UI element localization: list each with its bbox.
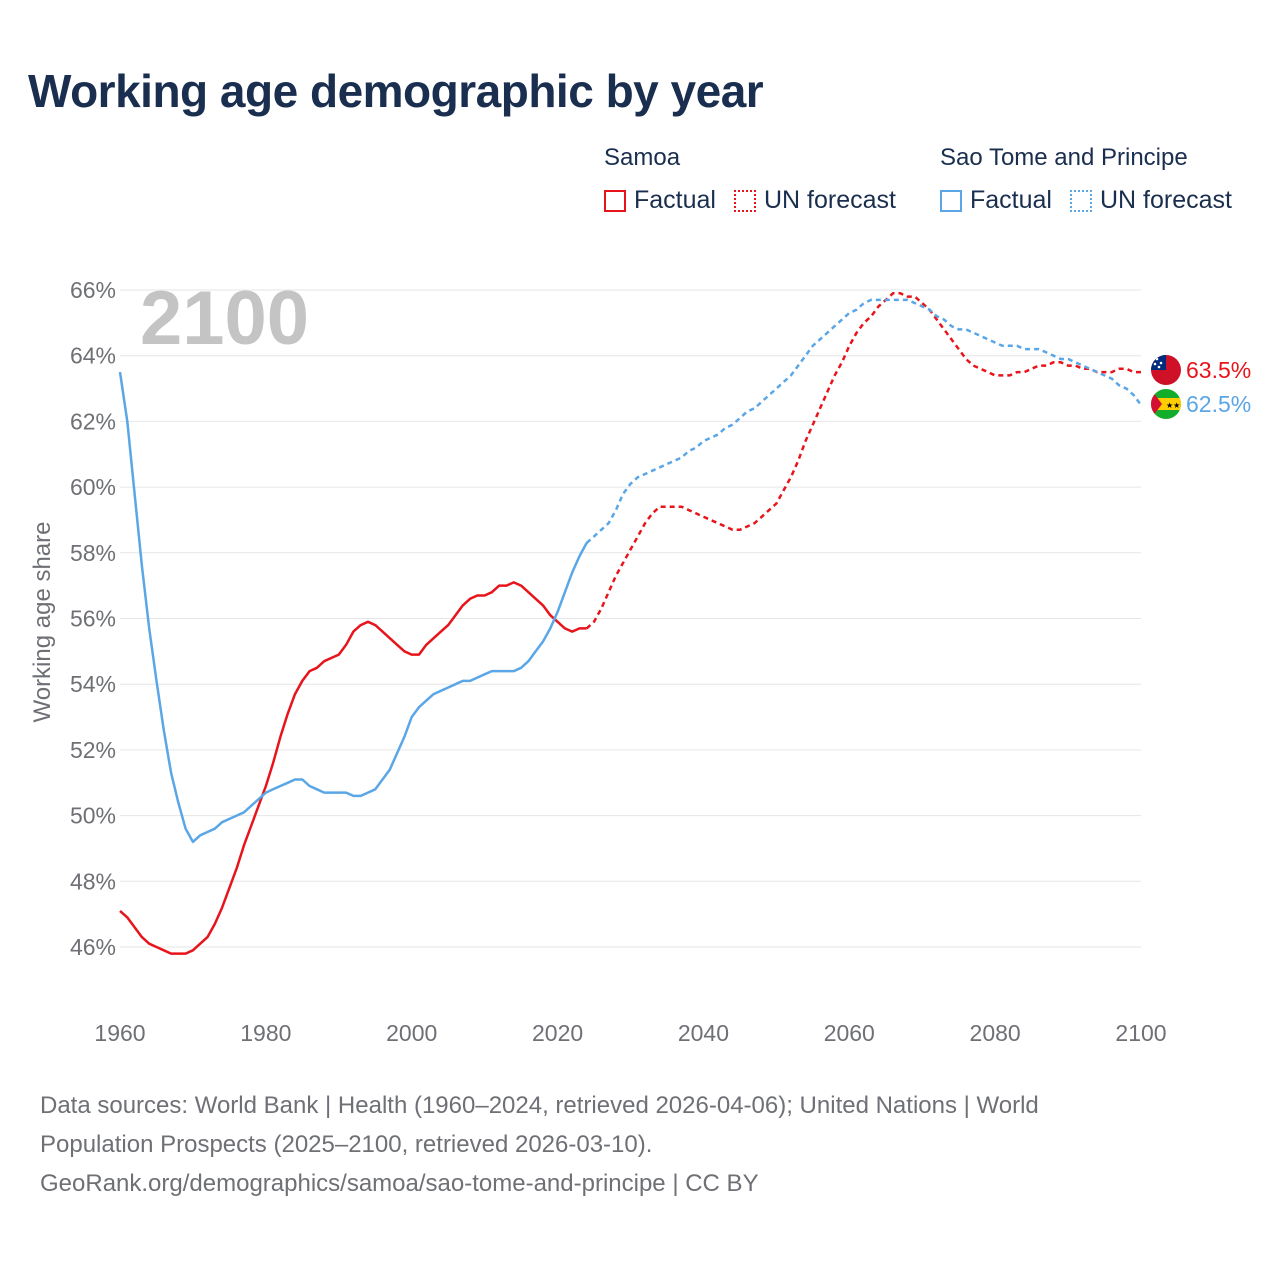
dotted-swatch-icon (733, 189, 756, 212)
x-tick-label: 2060 (824, 1020, 875, 1046)
footer-line: Population Prospects (2025–2100, retriev… (40, 1131, 653, 1158)
year-watermark: 2100 (140, 276, 309, 361)
series-line-forecast-0 (585, 292, 1141, 630)
legend-label: UN forecast (763, 186, 896, 214)
y-tick-label: 62% (70, 408, 116, 434)
x-tick-label: 2100 (1115, 1020, 1166, 1046)
y-tick-label: 64% (70, 343, 116, 369)
y-axis: 46% 48% 50% 52% 54% 56% 58% 60% 62% 64% 66% (70, 277, 116, 960)
legend-samoa-factual[interactable]: Factual (604, 186, 716, 215)
y-tick-label: 52% (70, 737, 116, 763)
solid-swatch-icon (940, 189, 962, 212)
legend-sao-tome: Sao Tome and Principe Factual UN forecas… (940, 144, 1232, 215)
chart-title: Working age demographic by year (28, 65, 764, 117)
legend-group-name: Samoa (604, 144, 681, 171)
y-tick-label: 46% (70, 934, 116, 960)
series-line-factual-0 (119, 581, 587, 955)
samoa-flag-icon (1151, 355, 1181, 385)
end-value-label: 62.5% (1186, 391, 1251, 417)
x-tick-label: 1960 (94, 1020, 145, 1046)
x-tick-label: 1980 (240, 1020, 291, 1046)
x-tick-label: 2080 (970, 1020, 1021, 1046)
solid-swatch-icon (604, 189, 626, 212)
legend-label: Factual (970, 186, 1052, 214)
legend-sao-tome-forecast[interactable]: UN forecast (1069, 186, 1232, 215)
y-tick-label: 60% (70, 474, 116, 500)
legend-label: Factual (634, 186, 716, 214)
x-tick-label: 2040 (678, 1020, 729, 1046)
legend-sao-tome-factual[interactable]: Factual (940, 186, 1052, 215)
footer-line: Data sources: World Bank | Health (1960–… (40, 1092, 1039, 1119)
series-line-factual-1 (118, 371, 588, 844)
series-line-forecast-1 (585, 298, 1143, 544)
legend-samoa-forecast[interactable]: UN forecast (733, 186, 896, 215)
legend-samoa: Samoa Factual UN forecast (604, 144, 914, 215)
dotted-swatch-icon (1069, 189, 1092, 212)
y-tick-label: 50% (70, 803, 116, 829)
x-tick-label: 2000 (386, 1020, 437, 1046)
y-tick-label: 48% (70, 868, 116, 894)
sao-tome-flag-icon: ★★ (1151, 389, 1181, 419)
end-value-label: 63.5% (1186, 357, 1251, 383)
series-lines (118, 292, 1143, 955)
end-markers: 63.5% 62.5% ★★ (1151, 355, 1251, 419)
y-tick-label: 54% (70, 671, 116, 697)
y-tick-label: 56% (70, 606, 116, 632)
y-axis-label: Working age share (29, 522, 56, 723)
x-axis: 1960 1980 2000 2020 2040 2060 2080 2100 (94, 1020, 1166, 1046)
footer-link[interactable]: GeoRank.org/demographics/samoa/sao-tome-… (40, 1170, 759, 1197)
x-tick-label: 2020 (532, 1020, 583, 1046)
footer-sources: Data sources: World Bank | Health (1960–… (40, 1086, 1240, 1203)
y-tick-label: 58% (70, 540, 116, 566)
legend-group-name: Sao Tome and Principe (940, 144, 1188, 171)
line-chart: 2100 Working age share 46% 48% 50% 52% 54% 56… (29, 276, 1251, 1046)
svg-text:★★: ★★ (1166, 401, 1180, 410)
legend-label: UN forecast (1099, 186, 1232, 214)
gridlines (120, 289, 1141, 948)
y-tick-label: 66% (70, 277, 116, 303)
